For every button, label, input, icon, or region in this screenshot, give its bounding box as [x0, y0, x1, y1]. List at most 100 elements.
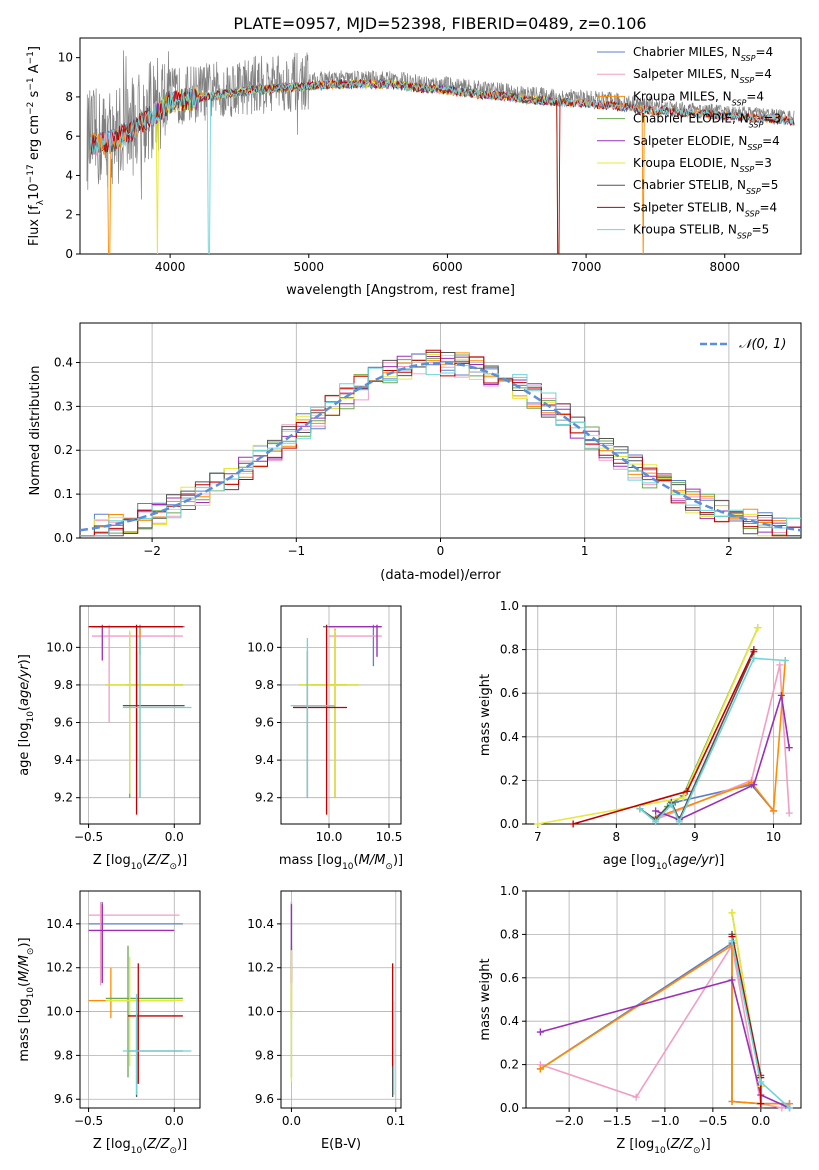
x-tick-label: 8: [613, 830, 621, 844]
observed-spectrum: [86, 50, 795, 200]
weight-marker: [750, 654, 758, 662]
weight-marker: [728, 937, 736, 945]
x-tick-label: −1.5: [602, 1114, 631, 1128]
weight-line-salpeter-elodie: [540, 979, 790, 1109]
x-tick-label: 10.5: [376, 830, 403, 844]
legend-label: Salpeter STELIB, NSSP=4: [633, 200, 777, 218]
weight-line-kroupa-elodie: [537, 627, 759, 825]
residuals-axes: −2 −1 0 1 2 0.0 0.1 0.2 0.3 0.4 𝒩(0, 1) (data-model…: [28, 322, 802, 583]
y-tick-label: 9.4: [255, 753, 274, 767]
y-tick-label: 10.0: [46, 640, 73, 654]
y-tick-label: 0.4: [54, 355, 73, 369]
mass_vs_Z-axes: −0.5 0.0 9.6 9.8 10.0 10.2 10.4 Z [log10(Z/Z⊙)]…: [17, 890, 201, 1156]
y-tick-label: 0.4: [500, 730, 519, 744]
weight-marker: [536, 1065, 544, 1073]
weight-marker: [750, 646, 758, 654]
age_vs_Z-axes: −0.5 0.0 9.2 9.4 9.6 9.8 10.0 Z [log10(Z/Z⊙)] ag…: [17, 605, 201, 872]
y-tick-label: 0.0: [54, 531, 73, 545]
y-tick-label: 9.6: [255, 716, 274, 730]
axes-frame: [79, 890, 201, 1109]
y-axis-label: mass weight: [478, 958, 493, 1040]
x-tick-label: 0.1: [386, 1114, 405, 1128]
gaussian-curve: [80, 361, 801, 532]
weight-marker: [778, 1104, 786, 1112]
weight-line-salpeter-miles: [540, 943, 790, 1109]
y-tick-label: 9.8: [54, 678, 73, 692]
weight-marker: [777, 691, 785, 699]
axes-frame: [280, 890, 402, 1109]
weight-marker: [757, 1078, 765, 1086]
weight-marker: [757, 1100, 765, 1108]
y-tick-label: 9.4: [54, 753, 73, 767]
y-tick-label: 0.0: [500, 817, 519, 831]
x-tick-label: −0.5: [74, 1114, 103, 1128]
legend: Chabrier MILES, NSSP=4 Salpeter MILES, NS…: [597, 45, 781, 240]
y-tick-label: 10.2: [46, 961, 73, 975]
x-tick-label: −2.0: [555, 1114, 584, 1128]
x-tick-label: 0.0: [165, 1114, 184, 1128]
weight-marker: [632, 1093, 640, 1101]
x-tick-label: 1: [581, 544, 589, 558]
model-spectrum-kroupa-stelib: [89, 78, 795, 254]
y-tick-label: 1.0: [500, 599, 519, 613]
weight-line-kroupa-stelib: [639, 657, 786, 824]
y-tick-label: 10: [58, 51, 73, 65]
y-tick-label: 0.6: [500, 686, 519, 700]
legend-label: Salpeter ELODIE, NSSP=4: [633, 134, 780, 152]
legend-label: Kroupa ELODIE, NSSP=3: [633, 156, 772, 174]
y-tick-label: 9.2: [255, 791, 274, 805]
y-tick-label: 4: [65, 168, 73, 182]
weight-marker: [652, 807, 660, 815]
y-axis-label: Normed distribution: [28, 366, 43, 496]
weight-marker: [636, 805, 644, 813]
x-tick-label: 8000: [709, 260, 740, 274]
weight-marker: [781, 657, 789, 664]
x-axis-label: E(B-V): [321, 1137, 361, 1152]
x-tick-label: 5000: [294, 260, 325, 274]
axes-frame: [280, 605, 402, 825]
weight-marker: [675, 818, 683, 826]
y-axis-label: mass weight: [478, 674, 493, 756]
x-tick-label: 4000: [155, 260, 186, 274]
mass_weight_vs_Z-axes: −2.0 −1.5 −1.0 −0.5 0.0 0.0 0.2 0.4 0.6 0.8 1.0 Z […: [478, 884, 802, 1156]
y-tick-label: 0.3: [54, 399, 73, 413]
x-tick-label: 6000: [432, 260, 463, 274]
axes-frame: [79, 37, 802, 255]
x-axis-label: Z [log10(Z/Z⊙)]: [616, 1137, 710, 1156]
x-tick-label: 0.0: [165, 830, 184, 844]
weight-marker: [770, 807, 777, 815]
x-tick-label: 0.0: [751, 1114, 770, 1128]
axes-frame: [525, 890, 802, 1109]
weight-marker: [776, 661, 784, 669]
x-tick-label: −1.0: [650, 1114, 679, 1128]
spectrum-axes: 4000 5000 6000 7000 8000 0 2 4 6 8 10 wavelength [A…: [26, 37, 802, 298]
weight-marker: [683, 787, 691, 795]
x-tick-label: −0.5: [74, 830, 103, 844]
weight-marker: [728, 976, 736, 984]
x-axis-label: age [log10(age/yr)]: [603, 853, 725, 872]
y-tick-label: 6: [65, 129, 73, 143]
y-tick-label: 0.8: [500, 643, 519, 657]
y-tick-label: 0.1: [54, 487, 73, 501]
x-tick-label: 7000: [571, 260, 602, 274]
legend-label: Kroupa MILES, NSSP=4: [633, 89, 764, 107]
y-tick-label: 9.6: [54, 716, 73, 730]
x-tick-label: 0: [437, 544, 445, 558]
mass_vs_ebv-axes: 0.0 0.1 9.6 9.8 10.0 10.2 10.4 E(B-V): [247, 890, 405, 1152]
y-tick-label: 10.4: [46, 917, 73, 931]
y-tick-label: 10.4: [247, 917, 274, 931]
y-axis-label: mass [log10(M/M⊙)]: [17, 937, 36, 1061]
legend-label: 𝒩(0, 1): [739, 337, 786, 352]
x-tick-label: 0.0: [282, 1114, 301, 1128]
y-tick-label: 1.0: [500, 884, 519, 898]
weight-marker: [569, 820, 577, 828]
x-axis-label: wavelength [Angstrom, rest frame]: [286, 283, 515, 298]
model-spectrum-kroupa-elodie: [155, 78, 559, 254]
legend-label: Chabrier MILES, NSSP=4: [633, 45, 773, 63]
y-tick-label: 0.6: [500, 971, 519, 985]
axes-frame: [525, 605, 802, 825]
legend-label: Salpeter MILES, NSSP=4: [633, 67, 772, 85]
weight-marker: [534, 820, 542, 828]
y-tick-label: 9.8: [255, 678, 274, 692]
